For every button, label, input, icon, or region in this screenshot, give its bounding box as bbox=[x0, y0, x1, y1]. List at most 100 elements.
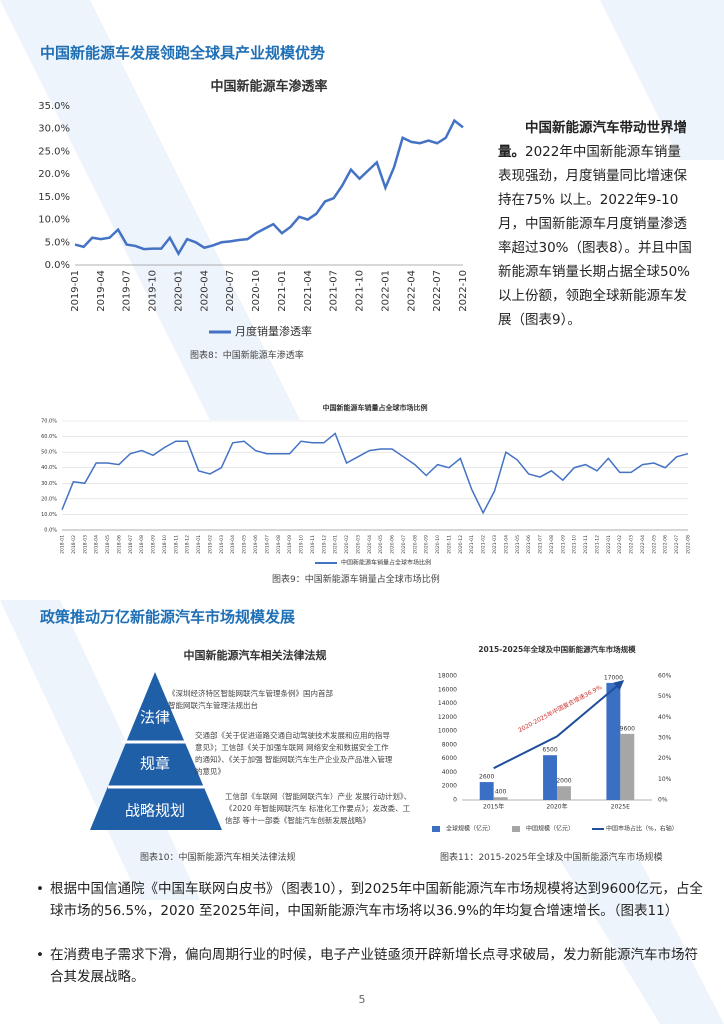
x-tick-label: 2020-07 bbox=[225, 270, 236, 312]
y-tick-label: 4000 bbox=[442, 769, 457, 776]
x-tick-label: 2015年 bbox=[483, 803, 504, 811]
y2-tick-label: 50% bbox=[658, 693, 672, 700]
y-tick-label: 30.0% bbox=[41, 481, 57, 487]
bar bbox=[620, 733, 635, 800]
caption: 图表11：2015-2025年全球及中国新能源汽车市场规模 bbox=[440, 853, 663, 863]
y-tick-label: 6000 bbox=[442, 755, 457, 762]
x-tick-label: 2019-05 bbox=[242, 535, 248, 554]
x-tick-label: 2020-08 bbox=[412, 535, 418, 554]
bar bbox=[479, 782, 494, 800]
level-label: 规章 bbox=[140, 755, 170, 773]
y-tick-label: 12000 bbox=[438, 714, 457, 721]
y-tick-label: 25.0% bbox=[38, 146, 70, 157]
x-tick-label: 2022-03 bbox=[629, 535, 635, 554]
x-tick-label: 2022-10 bbox=[458, 270, 469, 312]
bar bbox=[557, 786, 571, 800]
y-tick-label: 15.0% bbox=[38, 192, 70, 203]
data-label: 17000 bbox=[604, 674, 623, 681]
legend-swatch bbox=[432, 826, 440, 832]
x-tick-label: 2019-07 bbox=[264, 535, 270, 554]
legend-label: 中国新能源车销量占全球市场比例 bbox=[341, 559, 431, 567]
x-tick-label: 2022-08 bbox=[686, 535, 692, 554]
y-tick-label: 5.0% bbox=[45, 237, 70, 248]
x-tick-label: 2021-04 bbox=[503, 535, 509, 554]
x-tick-label: 2020-07 bbox=[401, 535, 407, 554]
x-tick-label: 2019-11 bbox=[310, 535, 316, 554]
x-tick-label: 2021-01 bbox=[277, 270, 288, 312]
x-tick-label: 2022-01 bbox=[380, 270, 391, 312]
x-tick-label: 2021-01 bbox=[469, 535, 475, 554]
legend-label: 月度销量渗透率 bbox=[235, 324, 312, 338]
data-label: 2600 bbox=[479, 774, 494, 781]
bar bbox=[493, 797, 508, 800]
y-tick-label: 20.0% bbox=[38, 169, 70, 180]
x-tick-label: 2022-04 bbox=[640, 535, 646, 554]
y2-tick-label: 60% bbox=[658, 673, 672, 680]
data-label: 2000 bbox=[556, 778, 571, 785]
bar bbox=[543, 755, 557, 800]
y-tick-label: 14000 bbox=[438, 700, 457, 707]
x-tick-label: 2021-09 bbox=[560, 535, 566, 554]
x-tick-label: 2019-08 bbox=[276, 535, 282, 554]
data-line bbox=[74, 118, 464, 257]
data-label: 9600 bbox=[620, 725, 635, 732]
x-tick-label: 2018-11 bbox=[173, 535, 179, 554]
x-tick-label: 2022-04 bbox=[406, 270, 417, 312]
y-tick-label: 10.0% bbox=[41, 512, 57, 518]
x-tick-label: 2021-07 bbox=[538, 535, 544, 554]
bar bbox=[606, 682, 621, 800]
bullet: 根据中国信通院《中国车联网白皮书》（图表10），到2025年中国新能源汽车市场规… bbox=[36, 878, 705, 922]
legend-label: 中国规模（亿元） bbox=[526, 825, 574, 833]
y-tick-label: 2000 bbox=[442, 783, 457, 790]
y-tick-label: 16000 bbox=[438, 686, 457, 693]
x-tick-label: 2022-05 bbox=[651, 535, 657, 554]
x-tick-label: 2022-02 bbox=[617, 535, 623, 554]
x-tick-label: 2021-02 bbox=[481, 535, 487, 554]
x-tick-label: 2020-10 bbox=[435, 535, 441, 554]
x-tick-label: 2019-07 bbox=[122, 270, 133, 312]
data-line bbox=[61, 432, 689, 515]
x-tick-label: 2020-03 bbox=[355, 535, 361, 554]
data-label: 6500 bbox=[542, 747, 557, 754]
x-tick-label: 2025E bbox=[611, 804, 630, 811]
level-label: 法律 bbox=[140, 709, 170, 727]
x-tick-label: 2018-12 bbox=[185, 535, 191, 554]
x-tick-label: 2019-03 bbox=[219, 535, 225, 554]
x-tick-label: 2020-04 bbox=[199, 270, 210, 312]
legend-swatch bbox=[512, 826, 520, 832]
charts: 中国新能源车渗透率 0.0% 5.0% 10.0% 15.0% 20.0% 25.0% 30.… bbox=[38, 79, 691, 833]
stripe bbox=[0, 0, 300, 420]
x-tick-label: 2018-03 bbox=[82, 535, 88, 554]
x-tick-label: 2019-09 bbox=[287, 535, 293, 554]
y2-tick-label: 0% bbox=[658, 797, 668, 804]
chart-title: 中国新能源车销量占全球市场比例 bbox=[323, 403, 428, 412]
x-tick-label: 2020-09 bbox=[424, 535, 430, 554]
x-tick-label: 2019-10 bbox=[148, 270, 159, 312]
x-tick-label: 2018-09 bbox=[151, 535, 157, 554]
caption: 图表8：中国新能源车渗透率 bbox=[190, 351, 304, 361]
x-tick-label: 2019-04 bbox=[230, 535, 236, 554]
x-tick-label: 2021-05 bbox=[515, 535, 521, 554]
x-tick-label: 2021-10 bbox=[355, 270, 366, 312]
x-tick-label: 2021-12 bbox=[594, 535, 600, 554]
x-tick-label: 2018-10 bbox=[162, 535, 168, 554]
chart-title: 2015-2025年全球及中国新能源汽车市场规模 bbox=[478, 644, 636, 654]
x-tick-label: 2019-12 bbox=[321, 535, 327, 554]
x-tick-label: 2020-12 bbox=[458, 535, 464, 554]
section-heading: 政策推动万亿新能源汽车市场规模发展 bbox=[40, 608, 296, 626]
x-tick-label: 2022-06 bbox=[663, 535, 669, 554]
x-tick-label: 2020年 bbox=[546, 803, 567, 811]
data-label: 400 bbox=[495, 789, 507, 796]
legend-label: 中国市场占比（%，右轴） bbox=[606, 825, 678, 833]
y2-tick-label: 30% bbox=[658, 735, 672, 742]
x-tick-label: 2021-07 bbox=[329, 270, 340, 312]
caption: 图表10：中国新能源汽车相关法律法规 bbox=[140, 853, 296, 863]
x-tick-label: 2022-07 bbox=[432, 270, 443, 312]
x-tick-label: 2019-10 bbox=[299, 535, 305, 554]
diagram-title: 中国新能源汽车相关法律法规 bbox=[184, 648, 327, 662]
share-line bbox=[493, 680, 625, 770]
x-tick-label: 2021-11 bbox=[583, 535, 589, 554]
x-tick-label: 2021-08 bbox=[549, 535, 555, 554]
x-tick-label: 2021-10 bbox=[572, 535, 578, 554]
level-text: 工信部《车联网（智能网联汽车）产业 发展行动计划》、《2020 年智能网联汽车 … bbox=[225, 792, 412, 825]
